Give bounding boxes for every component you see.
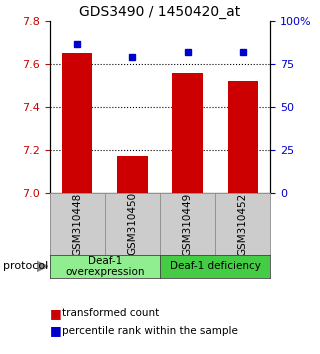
Text: GSM310450: GSM310450 (127, 192, 137, 256)
Bar (117, 156, 148, 193)
Title: GDS3490 / 1450420_at: GDS3490 / 1450420_at (79, 5, 241, 19)
Bar (228, 81, 258, 193)
Text: transformed count: transformed count (62, 308, 160, 318)
Text: ■: ■ (50, 325, 61, 337)
Text: GSM310449: GSM310449 (183, 192, 193, 256)
Text: GSM310452: GSM310452 (238, 192, 248, 256)
Bar (172, 73, 203, 193)
Text: percentile rank within the sample: percentile rank within the sample (62, 326, 238, 336)
Text: Deaf-1 deficiency: Deaf-1 deficiency (170, 261, 260, 272)
Text: ■: ■ (50, 307, 61, 320)
Bar (62, 53, 92, 193)
Polygon shape (37, 261, 48, 272)
Text: Deaf-1
overexpression: Deaf-1 overexpression (65, 256, 145, 277)
Text: GSM310448: GSM310448 (72, 192, 82, 256)
Text: protocol: protocol (3, 261, 48, 272)
